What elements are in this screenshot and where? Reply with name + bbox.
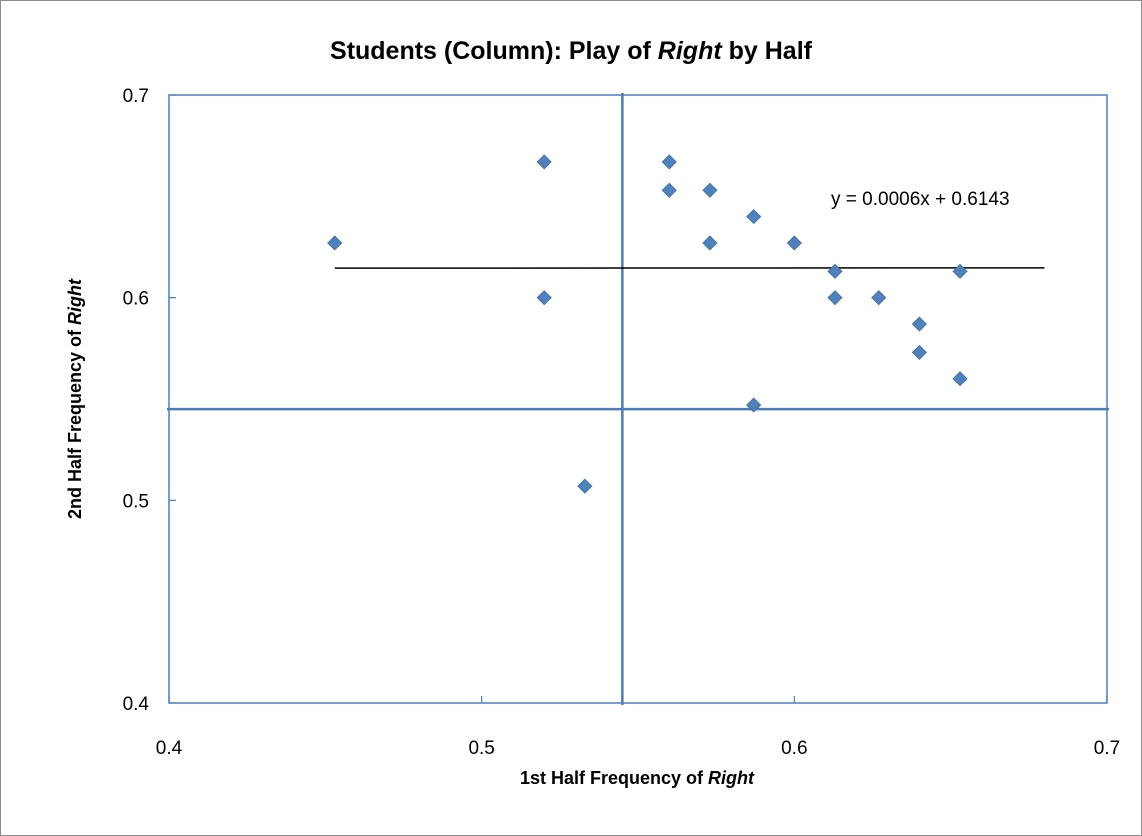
x-axis-label: 1st Half Frequency of Right (520, 768, 755, 788)
chart-title-part-2: by Half (722, 37, 813, 65)
data-point (661, 154, 677, 170)
y-tick-label: 0.4 (123, 694, 150, 715)
y-tick-labels: 0.4 0.5 0.6 0.7 (123, 86, 176, 715)
data-point (952, 263, 968, 279)
data-point (746, 397, 762, 413)
data-point (702, 182, 718, 198)
x-tick-labels: 0.4 0.5 0.6 0.7 (156, 696, 1120, 759)
chart-title-part-1: Students (Column): Play of (330, 37, 658, 65)
x-tick-label: 0.4 (156, 738, 183, 759)
data-points (327, 154, 968, 494)
data-point (536, 290, 552, 306)
x-tick-label: 0.7 (1094, 738, 1120, 759)
data-point (661, 182, 677, 198)
data-point (746, 209, 762, 225)
y-axis-label-part-1: 2nd Half Frequency of (65, 325, 85, 519)
x-tick-label: 0.6 (781, 738, 807, 759)
y-axis-label-italic: Right (65, 278, 85, 325)
chart-title-italic: Right (658, 37, 724, 65)
y-axis-label: 2nd Half Frequency of Right (65, 278, 85, 519)
y-tick-label: 0.6 (123, 289, 149, 310)
data-point (577, 478, 593, 494)
trendline-equation: y = 0.0006x + 0.6143 (831, 189, 1010, 210)
data-point (536, 154, 552, 170)
data-point (327, 235, 343, 251)
x-axis-label-part-1: 1st Half Frequency of (520, 768, 708, 788)
x-tick-label: 0.5 (468, 738, 494, 759)
data-point (911, 316, 927, 332)
data-point (702, 235, 718, 251)
x-axis-label-italic: Right (708, 768, 755, 788)
data-point (871, 290, 887, 306)
data-point (827, 263, 843, 279)
data-point (827, 290, 843, 306)
plot-area (168, 94, 1108, 704)
data-point (786, 235, 802, 251)
y-tick-label: 0.5 (123, 491, 149, 512)
chart-title: Students (Column): Play of Right by Half (330, 37, 813, 65)
data-point (911, 344, 927, 360)
data-point (952, 371, 968, 387)
y-tick-label: 0.7 (123, 86, 149, 107)
reference-lines (167, 93, 1109, 705)
